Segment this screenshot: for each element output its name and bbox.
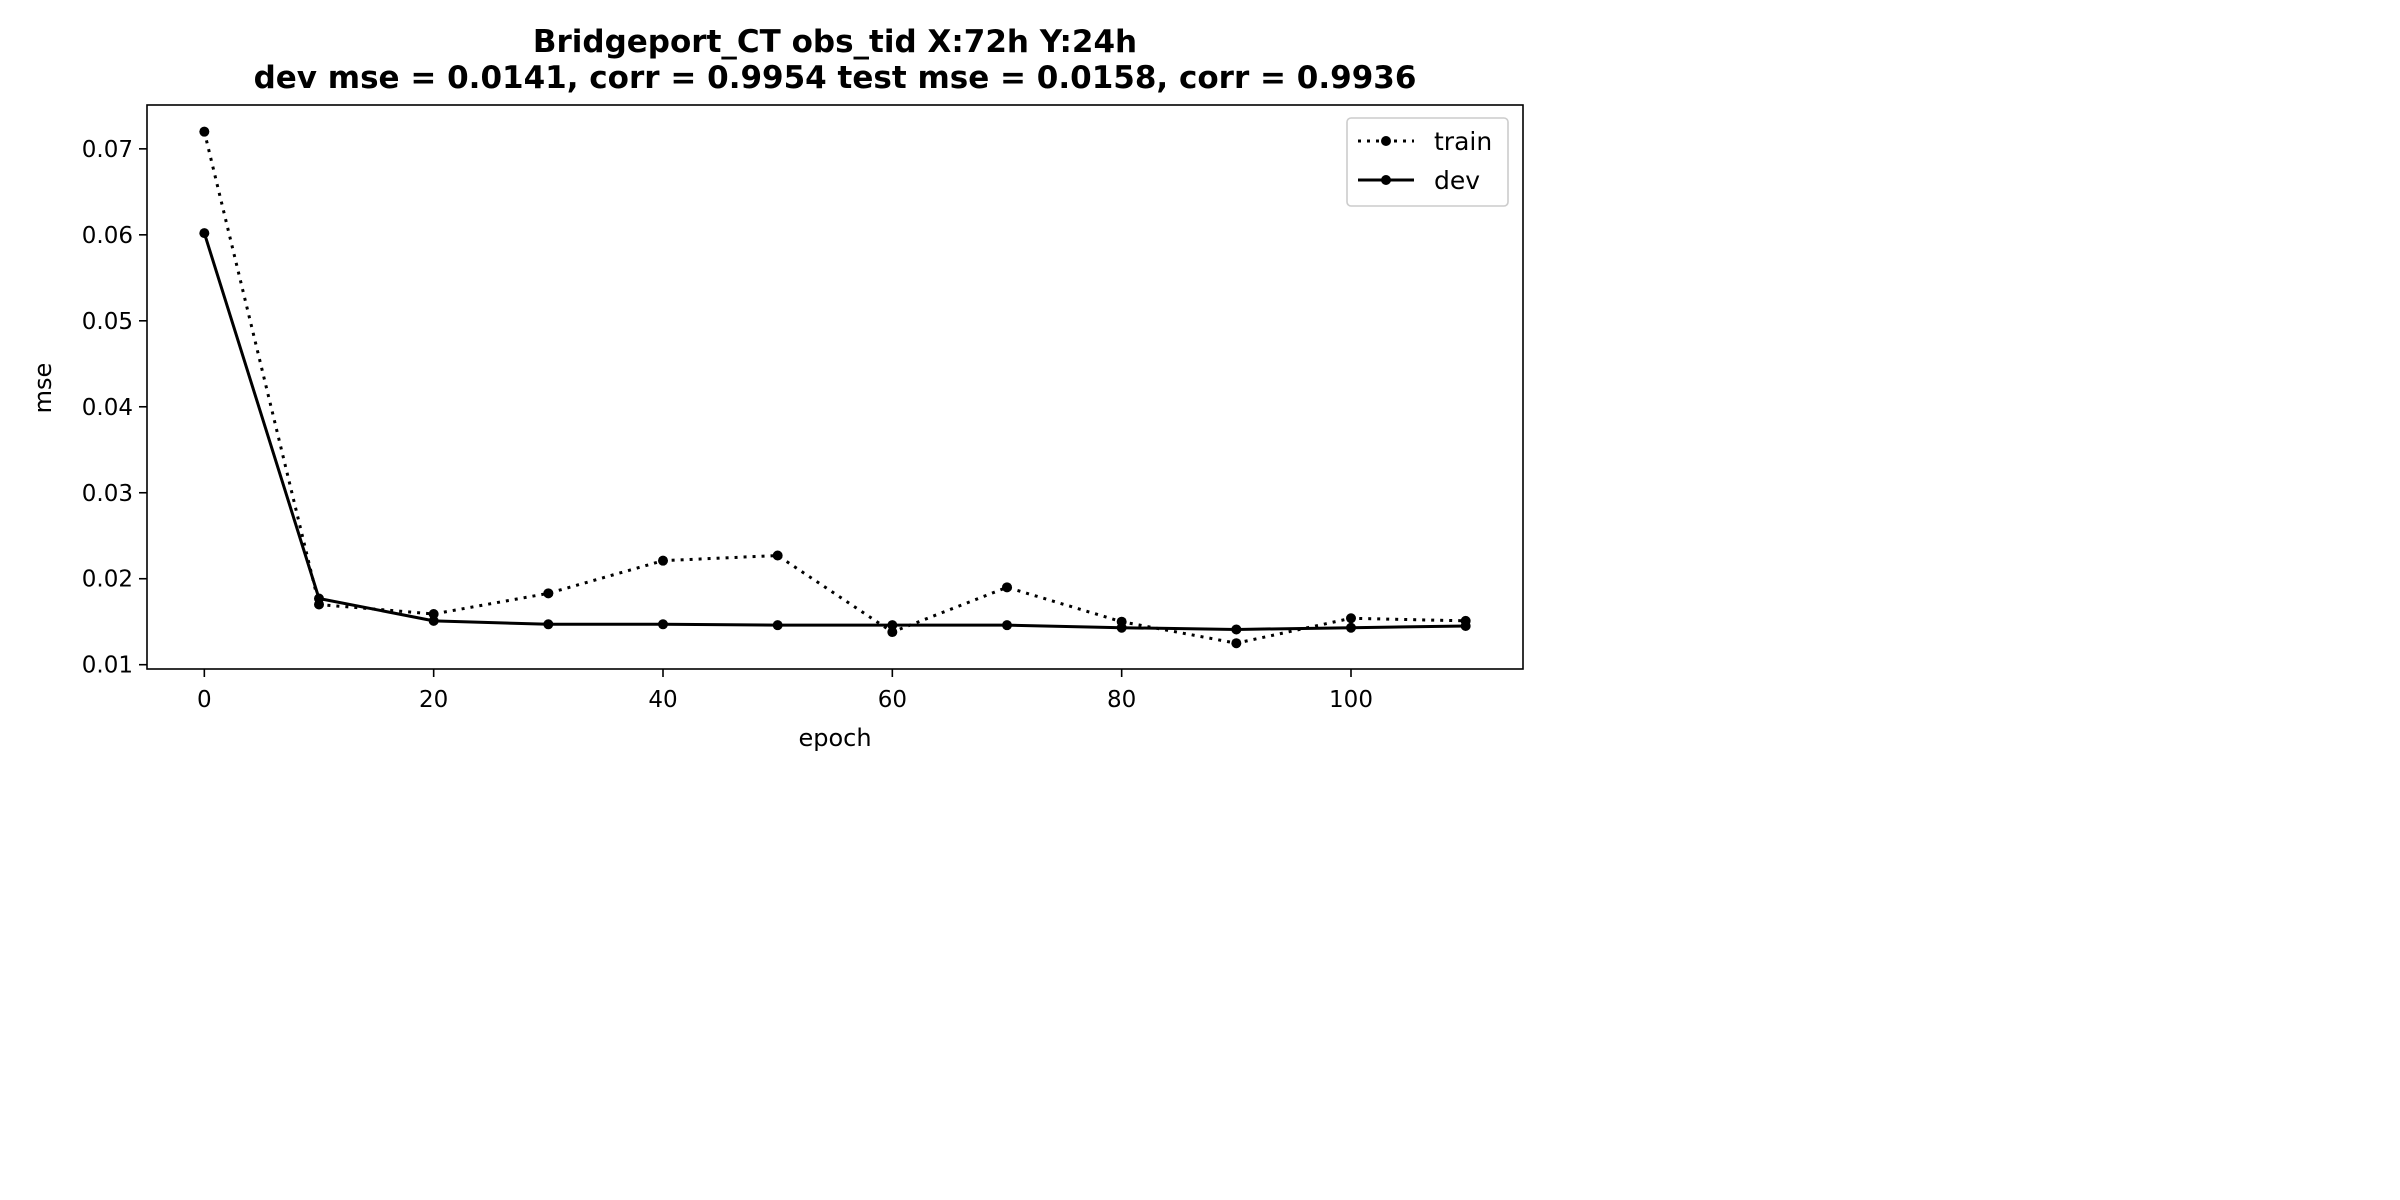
series-line-train [202, 131, 1466, 645]
data-point-dev [1460, 621, 1471, 632]
data-point-train [887, 627, 898, 638]
x-tick-label: 60 [878, 687, 907, 713]
y-tick-label: 0.03 [82, 481, 133, 507]
x-tick-label: 100 [1329, 687, 1373, 713]
data-point-train [1346, 613, 1356, 624]
y-axis: 0.01 0.02 0.03 0.04 0.05 0.06 0.07 [82, 137, 147, 679]
data-point-dev [887, 620, 898, 631]
data-point-dev [428, 615, 439, 626]
legend-dev-marker [1381, 175, 1391, 185]
data-point-train [428, 608, 439, 619]
y-tick-label: 0.05 [82, 309, 133, 335]
data-point-train [658, 555, 668, 566]
data-point-dev [1231, 624, 1242, 635]
data-point-dev [658, 619, 668, 630]
plot-frame [146, 104, 1524, 670]
x-axis-label: epoch [798, 724, 871, 752]
x-tick-label: 0 [197, 687, 212, 713]
legend-dev-label: dev [1434, 166, 1480, 195]
data-point-dev [199, 228, 210, 239]
data-point-dev [314, 593, 324, 604]
y-tick-label: 0.04 [82, 395, 133, 421]
legend-train-marker [1381, 136, 1391, 146]
data-point-dev [543, 619, 554, 630]
series-layer [199, 126, 1471, 649]
data-point-train [772, 550, 783, 561]
legend: train dev [1346, 117, 1509, 207]
y-axis-label: mse [29, 363, 57, 414]
y-tick-label: 0.01 [82, 653, 133, 679]
data-point-dev [772, 620, 783, 631]
data-point-dev [1002, 620, 1012, 631]
data-point-train [543, 588, 554, 599]
line-chart: Bridgeport_CT obs_tid X:72h Y:24h dev ms… [29, 24, 1524, 752]
x-axis: 0 20 40 60 80 100 [197, 669, 1373, 713]
x-tick-label: 40 [648, 687, 677, 713]
chart-subtitle: dev mse = 0.0141, corr = 0.9954 test mse… [254, 60, 1417, 96]
data-point-dev [1116, 622, 1127, 633]
y-tick-label: 0.06 [82, 223, 133, 249]
data-point-train [1002, 582, 1012, 593]
data-point-train [199, 126, 210, 137]
data-point-dev [1346, 622, 1356, 633]
x-tick-label: 20 [419, 687, 448, 713]
legend-train-label: train [1434, 127, 1492, 156]
y-tick-label: 0.02 [82, 567, 133, 593]
chart-title: Bridgeport_CT obs_tid X:72h Y:24h [533, 24, 1137, 60]
x-tick-label: 80 [1107, 687, 1136, 713]
series-line-dev [202, 232, 1466, 631]
data-point-train [1231, 638, 1242, 649]
y-tick-label: 0.07 [82, 137, 133, 163]
